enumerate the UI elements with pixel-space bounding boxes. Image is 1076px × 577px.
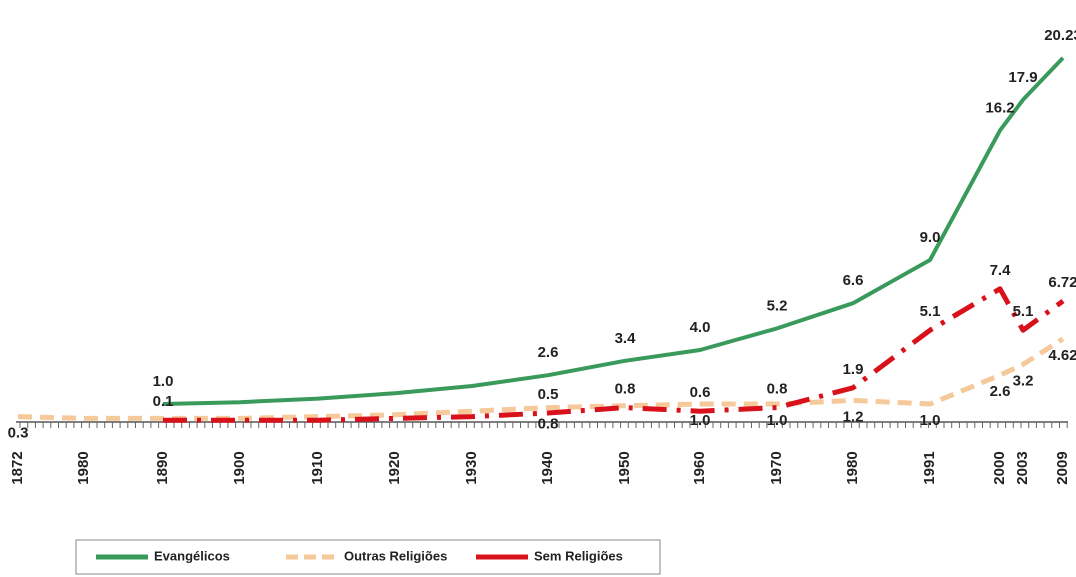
data-label: 17.9 xyxy=(1008,69,1037,86)
x-tick-label: 1980 xyxy=(844,451,861,484)
x-tick-label: 2009 xyxy=(1054,451,1071,484)
data-label: 0.8 xyxy=(615,381,636,398)
legend-label: Sem Religiões xyxy=(534,548,623,563)
series-line xyxy=(162,56,1065,406)
data-label: 0.3 xyxy=(8,425,29,442)
data-label: 1.0 xyxy=(920,412,941,429)
legend-label: Outras Religiões xyxy=(344,548,447,563)
x-tick-label: 1890 xyxy=(154,451,171,484)
data-label: 1.2 xyxy=(843,408,864,425)
data-label: 1.0 xyxy=(767,412,788,429)
x-tick-label: 2000 xyxy=(991,451,1008,484)
data-label: 3.4 xyxy=(615,330,637,347)
x-tick-label: 2003 xyxy=(1014,451,1031,484)
data-label: 20.23 xyxy=(1044,27,1076,44)
data-label: 6.72 xyxy=(1048,274,1076,291)
data-label: 0.1 xyxy=(153,393,174,410)
data-label: 6.6 xyxy=(843,272,864,289)
data-label: 5.1 xyxy=(920,303,941,320)
x-tick-label: 1900 xyxy=(231,451,248,484)
x-tick-label: 1872 xyxy=(9,451,26,484)
data-label: 5.1 xyxy=(1013,303,1034,320)
x-tick-label: 1920 xyxy=(386,451,403,484)
data-label: 0.8 xyxy=(538,416,559,433)
x-tick-label: 1930 xyxy=(463,451,480,484)
data-label: 1.0 xyxy=(153,373,174,390)
legend-box xyxy=(75,539,661,575)
x-tick-label: 1991 xyxy=(921,451,938,484)
data-label: 7.4 xyxy=(990,262,1012,279)
data-label: 0.6 xyxy=(690,384,711,401)
legend: Evangélicos Outras Religiões Sem Religiões xyxy=(75,539,661,575)
data-label: 4.62 xyxy=(1048,347,1076,364)
x-tick-label: 1910 xyxy=(309,451,326,484)
x-tick-label: 1940 xyxy=(539,451,556,484)
data-label: 2.6 xyxy=(538,344,559,361)
data-label: 0.8 xyxy=(767,381,788,398)
series-line xyxy=(163,286,1065,423)
series-line xyxy=(17,336,1065,421)
data-label: 16.2 xyxy=(985,99,1014,116)
data-label: 3.2 xyxy=(1013,372,1034,389)
data-label: 1.9 xyxy=(843,361,864,378)
x-tick-label: 1970 xyxy=(768,451,785,484)
data-label: 0.5 xyxy=(538,386,559,403)
data-label: 1.0 xyxy=(690,412,711,429)
x-tick-label: 1950 xyxy=(616,451,633,484)
data-label: 5.2 xyxy=(767,297,788,314)
data-label: 9.0 xyxy=(920,229,941,246)
x-tick-label: 1980 xyxy=(75,451,92,484)
data-label: 4.0 xyxy=(690,319,711,336)
data-label: 2.6 xyxy=(990,383,1011,400)
legend-label: Evangélicos xyxy=(154,548,230,563)
x-tick-label: 1960 xyxy=(691,451,708,484)
